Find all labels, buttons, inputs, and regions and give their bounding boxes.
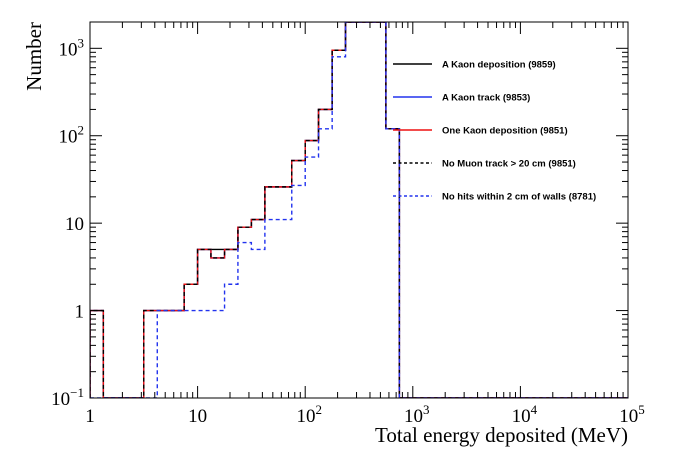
y-tick-label: 10	[65, 214, 84, 235]
x-tick-label: 1	[85, 406, 95, 427]
legend-label-5: No hits within 2 cm of walls (8781)	[442, 192, 596, 203]
y-tick-label: 102	[59, 123, 85, 148]
series-line-3	[90, 22, 628, 398]
legend-label-4: No Muon track > 20 cm (9851)	[442, 159, 576, 170]
y-axis-title: Number	[22, 22, 46, 91]
x-axis-title: Total energy deposited (MeV)	[375, 423, 628, 447]
series-line-5	[90, 22, 628, 398]
plot-frame	[89, 21, 629, 399]
legend-label-2: A Kaon track (9853)	[442, 93, 530, 104]
series-line-4	[90, 22, 628, 398]
x-tick-label: 104	[512, 402, 538, 427]
legend-label-1: A Kaon deposition (9859)	[442, 60, 556, 71]
series-line-2	[90, 22, 628, 398]
x-tick-label: 102	[296, 402, 322, 427]
y-tick-label: 103	[59, 35, 85, 60]
y-tick-label: 10−1	[51, 385, 84, 410]
series-line-1	[90, 22, 628, 398]
x-tick-label: 103	[404, 402, 430, 427]
legend-label-3: One Kaon deposition (9851)	[442, 126, 568, 137]
x-tick-label: 10	[188, 406, 207, 427]
y-tick-label: 1	[75, 302, 85, 323]
x-tick-label: 105	[619, 402, 645, 427]
